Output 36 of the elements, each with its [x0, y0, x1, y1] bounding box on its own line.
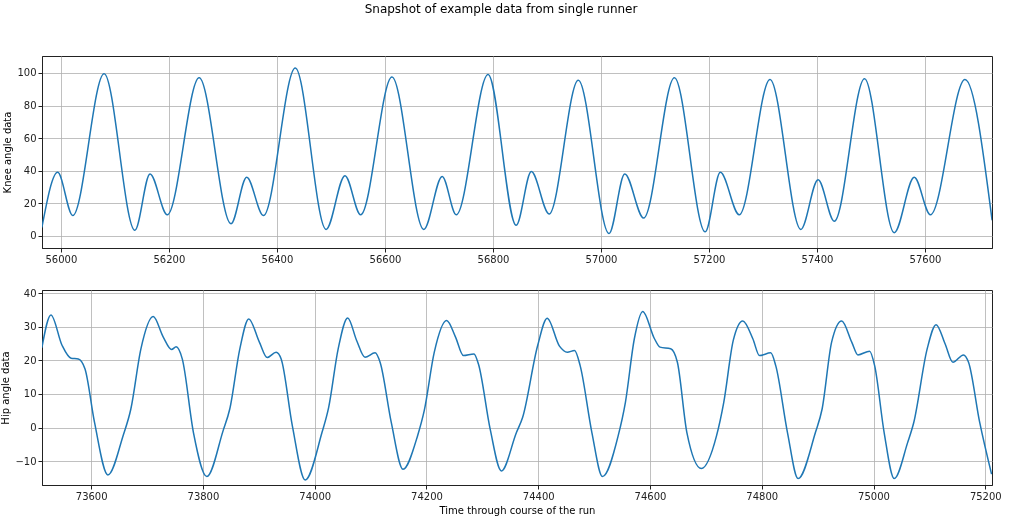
- x-tick-label: 57200: [693, 253, 726, 265]
- x-tick-label: 75200: [969, 490, 1002, 502]
- y-tick-label: 80: [23, 100, 37, 112]
- x-tick-label: 57600: [909, 253, 942, 265]
- x-tick-label: 57000: [585, 253, 618, 265]
- y-tick-label: 20: [23, 354, 37, 366]
- y-tick-label: 60: [23, 132, 37, 144]
- line-series: [42, 67, 992, 235]
- y-tick-label: 100: [17, 67, 37, 79]
- x-tick-label: 74200: [411, 490, 443, 502]
- x-tick-label: 56200: [153, 253, 186, 265]
- y-tick-label: 0: [30, 230, 37, 242]
- x-tick-label: 73600: [75, 490, 108, 502]
- y-tick-label: −10: [15, 455, 37, 467]
- x-tick-label: 56000: [45, 253, 78, 265]
- x-tick-label: 75000: [858, 490, 890, 502]
- x-tick-label: 56600: [369, 253, 402, 265]
- chart-title: Snapshot of example data from single runner: [364, 1, 638, 16]
- x-tick-label: 56800: [477, 253, 510, 265]
- y-tick-label: 40: [23, 165, 37, 177]
- x-tick-label: 74000: [299, 490, 332, 502]
- y-tick-label: 0: [30, 422, 37, 434]
- y-tick-label: 20: [23, 197, 37, 209]
- y-tick-label: 30: [23, 321, 37, 333]
- y-tick-label: 10: [23, 388, 37, 400]
- x-tick-label: 57400: [801, 253, 834, 265]
- y-tick-label: 40: [23, 287, 37, 299]
- y-axis-title: Hip angle data: [0, 351, 12, 425]
- x-tick-label: 73800: [187, 490, 220, 502]
- x-tick-label: 56400: [261, 253, 294, 265]
- x-axis-title: Time through course of the run: [438, 504, 596, 516]
- x-tick-label: 74800: [746, 490, 779, 502]
- x-tick-label: 74400: [522, 490, 555, 502]
- x-tick-label: 74600: [634, 490, 667, 502]
- y-axis-title: Knee angle data: [2, 111, 14, 194]
- line-series: [42, 310, 992, 481]
